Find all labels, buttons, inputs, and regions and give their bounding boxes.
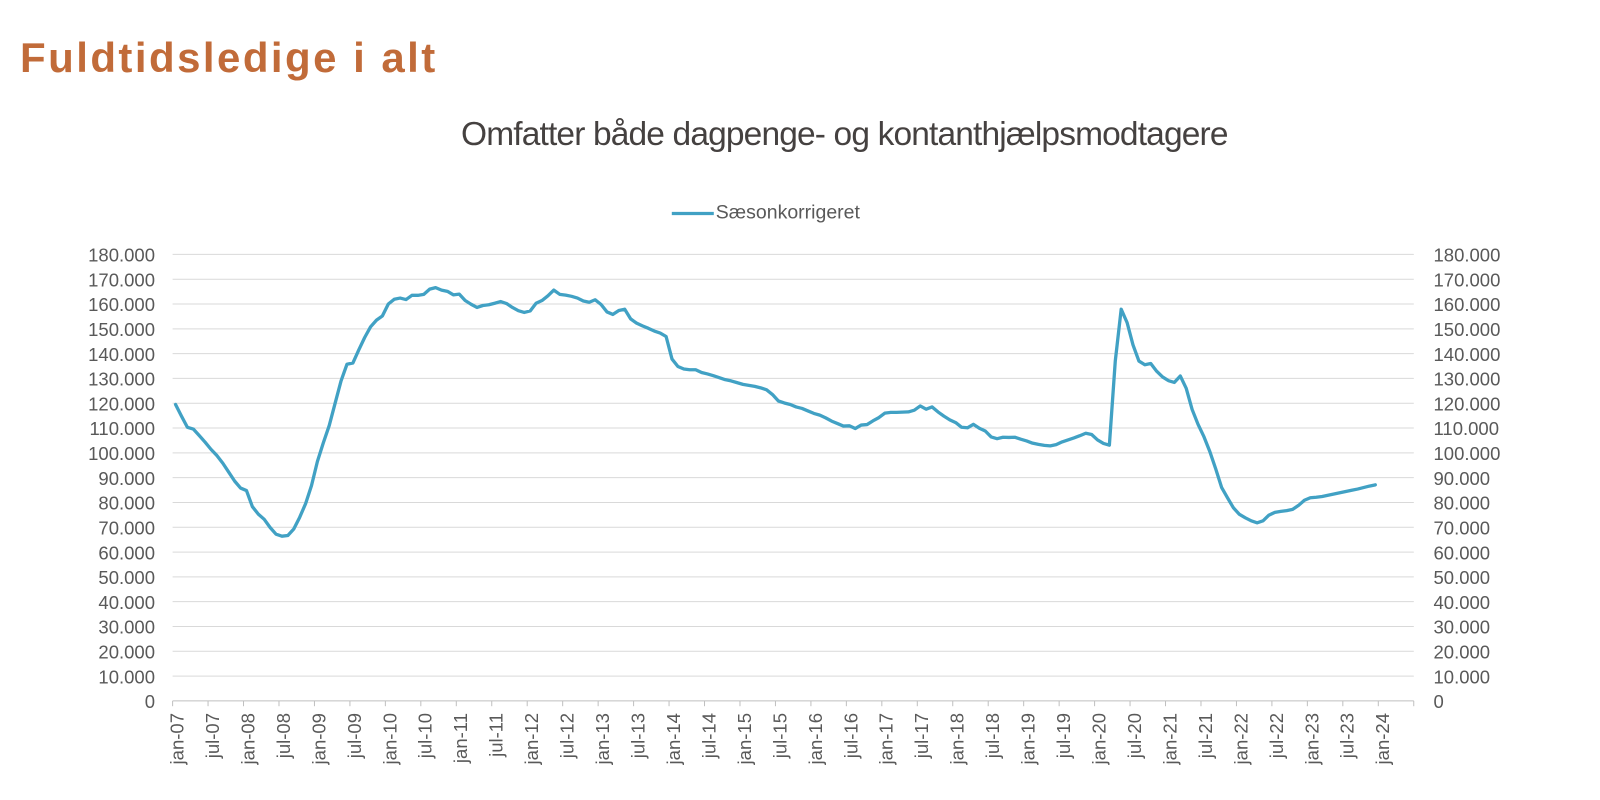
svg-text:40.000: 40.000 bbox=[98, 592, 155, 613]
svg-text:jan-17: jan-17 bbox=[876, 713, 897, 765]
svg-text:0: 0 bbox=[145, 691, 155, 712]
svg-text:160.000: 160.000 bbox=[1434, 294, 1501, 315]
svg-text:jul-19: jul-19 bbox=[1053, 713, 1074, 759]
svg-text:30.000: 30.000 bbox=[98, 617, 155, 638]
svg-text:80.000: 80.000 bbox=[98, 493, 155, 514]
svg-text:160.000: 160.000 bbox=[88, 294, 155, 315]
svg-text:jan-13: jan-13 bbox=[592, 713, 613, 765]
svg-text:jan-07: jan-07 bbox=[167, 713, 188, 765]
svg-text:jan-23: jan-23 bbox=[1301, 713, 1322, 765]
svg-text:130.000: 130.000 bbox=[1434, 369, 1501, 390]
svg-text:110.000: 110.000 bbox=[1434, 418, 1500, 439]
svg-text:jul-08: jul-08 bbox=[273, 713, 294, 759]
svg-text:20.000: 20.000 bbox=[1434, 641, 1491, 662]
svg-text:jan-18: jan-18 bbox=[947, 713, 968, 765]
svg-text:jul-07: jul-07 bbox=[202, 713, 223, 759]
svg-text:10.000: 10.000 bbox=[98, 666, 155, 687]
svg-text:jul-22: jul-22 bbox=[1266, 713, 1287, 759]
svg-text:jan-10: jan-10 bbox=[379, 713, 400, 765]
svg-text:jan-12: jan-12 bbox=[521, 713, 542, 765]
svg-text:jan-24: jan-24 bbox=[1372, 713, 1393, 765]
svg-text:jan-11: jan-11 bbox=[450, 713, 471, 764]
svg-text:jan-16: jan-16 bbox=[805, 713, 826, 765]
svg-text:jul-09: jul-09 bbox=[344, 713, 365, 759]
svg-text:jul-21: jul-21 bbox=[1195, 713, 1216, 759]
svg-text:jan-22: jan-22 bbox=[1230, 713, 1251, 765]
svg-text:170.000: 170.000 bbox=[88, 269, 155, 290]
svg-text:Sæsonkorrigeret: Sæsonkorrigeret bbox=[716, 202, 861, 224]
svg-text:jul-16: jul-16 bbox=[840, 713, 861, 759]
svg-text:70.000: 70.000 bbox=[98, 517, 155, 538]
svg-text:10.000: 10.000 bbox=[1434, 666, 1491, 687]
svg-text:60.000: 60.000 bbox=[98, 542, 155, 563]
svg-text:jul-12: jul-12 bbox=[557, 713, 578, 759]
svg-text:jul-20: jul-20 bbox=[1124, 713, 1145, 759]
svg-text:jan-20: jan-20 bbox=[1089, 713, 1110, 765]
svg-text:jan-19: jan-19 bbox=[1018, 713, 1039, 765]
svg-text:jan-08: jan-08 bbox=[237, 713, 258, 765]
svg-text:170.000: 170.000 bbox=[1434, 269, 1501, 290]
svg-text:jan-09: jan-09 bbox=[308, 713, 329, 765]
svg-text:100.000: 100.000 bbox=[1434, 443, 1501, 464]
svg-text:120.000: 120.000 bbox=[88, 393, 155, 414]
svg-text:100.000: 100.000 bbox=[88, 443, 155, 464]
svg-text:jul-17: jul-17 bbox=[911, 713, 932, 759]
svg-text:90.000: 90.000 bbox=[1434, 468, 1491, 489]
svg-text:150.000: 150.000 bbox=[88, 319, 155, 340]
svg-text:jul-18: jul-18 bbox=[982, 713, 1003, 759]
svg-text:90.000: 90.000 bbox=[98, 468, 155, 489]
svg-text:jul-13: jul-13 bbox=[628, 713, 649, 759]
svg-text:jul-10: jul-10 bbox=[415, 713, 436, 759]
svg-text:130.000: 130.000 bbox=[88, 369, 155, 390]
svg-text:jul-11: jul-11 bbox=[486, 713, 507, 758]
svg-text:180.000: 180.000 bbox=[88, 245, 155, 266]
svg-text:jul-23: jul-23 bbox=[1337, 713, 1358, 759]
svg-text:150.000: 150.000 bbox=[1434, 319, 1501, 340]
svg-text:60.000: 60.000 bbox=[1434, 542, 1491, 563]
svg-text:jan-14: jan-14 bbox=[663, 713, 684, 765]
svg-text:140.000: 140.000 bbox=[1434, 344, 1501, 365]
svg-text:20.000: 20.000 bbox=[98, 641, 155, 662]
svg-text:30.000: 30.000 bbox=[1434, 617, 1491, 638]
svg-text:50.000: 50.000 bbox=[98, 567, 155, 588]
svg-text:50.000: 50.000 bbox=[1434, 567, 1491, 588]
svg-text:jan-15: jan-15 bbox=[734, 713, 755, 765]
svg-text:jul-15: jul-15 bbox=[769, 713, 790, 759]
svg-text:jan-21: jan-21 bbox=[1159, 713, 1180, 765]
svg-text:0: 0 bbox=[1434, 691, 1444, 712]
svg-text:jul-14: jul-14 bbox=[698, 713, 719, 759]
svg-text:120.000: 120.000 bbox=[1434, 393, 1501, 414]
svg-text:40.000: 40.000 bbox=[1434, 592, 1491, 613]
svg-text:180.000: 180.000 bbox=[1434, 245, 1501, 266]
svg-text:140.000: 140.000 bbox=[88, 344, 155, 365]
svg-text:70.000: 70.000 bbox=[1434, 517, 1491, 538]
svg-text:80.000: 80.000 bbox=[1434, 493, 1491, 514]
svg-text:110.000: 110.000 bbox=[90, 418, 156, 439]
